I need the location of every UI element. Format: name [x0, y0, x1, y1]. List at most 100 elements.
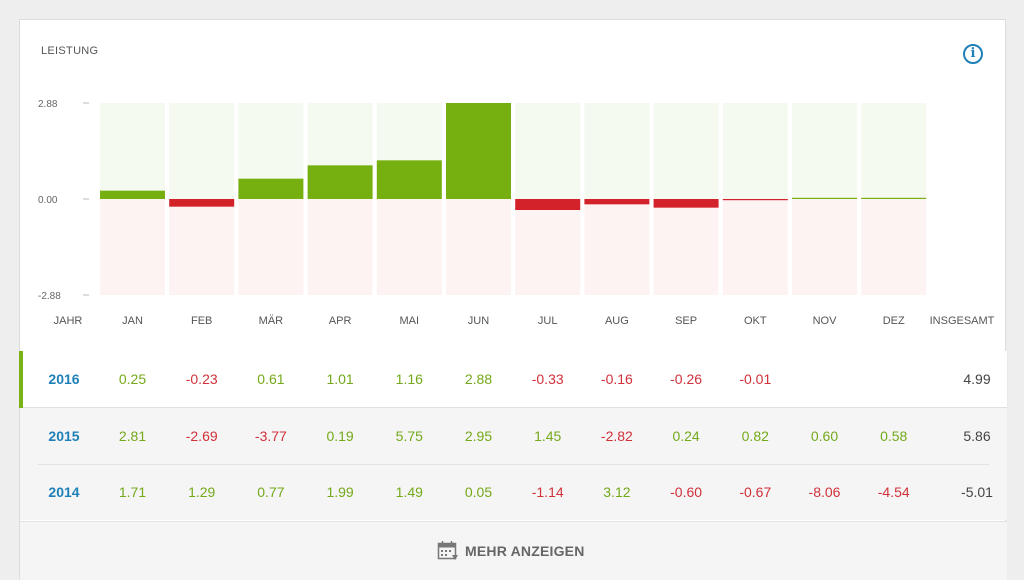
month-header-okt: OKT — [743, 315, 767, 327]
month-header-feb: FEB — [190, 315, 213, 327]
column-bg-negative — [722, 199, 788, 295]
column-bg-positive — [653, 103, 719, 199]
column-bg-negative — [446, 199, 511, 295]
bar-sep — [653, 199, 719, 208]
month-header-aug: AUG — [604, 315, 629, 327]
bar-jun — [446, 103, 511, 199]
column-bg-negative — [376, 199, 442, 295]
year-row-2014[interactable]: 2014 1.71 1.29 0.77 1.99 1.49 0.05 -1.14 3.12 -0.… — [20, 464, 1007, 520]
year-label[interactable]: 2016 — [48, 371, 80, 387]
month-value-apr: 1.01 — [326, 371, 354, 387]
month-value-mai: 5.75 — [395, 428, 423, 444]
column-bg-negative — [861, 199, 927, 295]
month-value-mär: 0.77 — [257, 484, 285, 500]
column-bg-positive — [100, 103, 165, 199]
month-value-jun: 0.05 — [464, 484, 493, 500]
month-value-mär: 0.61 — [257, 371, 285, 387]
bar-feb — [169, 199, 235, 207]
column-bg-negative — [169, 199, 235, 295]
month-value-jan: 1.71 — [118, 484, 147, 500]
column-bg-negative — [238, 199, 304, 295]
column-bg-positive — [722, 103, 788, 199]
year-row-2016[interactable]: 2016 0.25 -0.23 0.61 1.01 1.16 2.88 -0.33 -0.16 -… — [19, 351, 1007, 408]
month-value-jul: 1.45 — [534, 428, 562, 444]
month-value-okt: -0.01 — [739, 371, 772, 387]
bar-jan — [100, 190, 165, 199]
year-total: -5.01 — [961, 484, 993, 500]
month-value-jun: 2.95 — [464, 428, 493, 444]
bar-jul — [515, 199, 581, 210]
year-row-2015[interactable]: 2015 2.81 -2.69 -3.77 0.19 5.75 2.95 1.45 -2.82 0… — [20, 408, 1007, 464]
show-more-label: MEHR ANZEIGEN — [465, 543, 585, 559]
active-row-indicator — [19, 351, 23, 408]
show-more-button[interactable]: MEHR ANZEIGEN — [437, 540, 585, 562]
month-value-jan: 0.25 — [118, 371, 147, 387]
column-bg-positive — [861, 103, 927, 199]
month-value-aug: -0.16 — [600, 371, 633, 387]
bar-aug — [584, 199, 650, 205]
month-header-jan: JAN — [122, 315, 143, 327]
month-value-okt: -0.67 — [739, 484, 772, 500]
month-value-sep: 0.24 — [672, 428, 700, 444]
calendar-icon — [437, 541, 458, 560]
month-value-mai: 1.49 — [395, 484, 423, 500]
month-value-sep: -0.26 — [670, 371, 703, 387]
column-bg-negative — [792, 199, 857, 295]
bar-okt — [722, 199, 788, 201]
month-header-apr: APR — [328, 315, 352, 327]
y-tick-label: 2.88 — [38, 99, 58, 110]
month-value-feb: -0.23 — [185, 371, 218, 387]
month-value-aug: -2.82 — [600, 428, 633, 444]
bar-dez — [861, 197, 927, 199]
month-header-mär: MÄR — [258, 315, 284, 327]
month-value-aug: 3.12 — [603, 484, 631, 500]
month-header-mai: MAI — [399, 315, 420, 327]
row-divider — [38, 464, 989, 465]
month-value-sep: -0.60 — [670, 484, 703, 500]
year-total: 5.86 — [963, 428, 991, 444]
month-value-dez: 0.58 — [880, 428, 908, 444]
info-icon[interactable]: i — [963, 44, 983, 64]
year-total: 4.99 — [963, 371, 991, 387]
column-bg-negative — [100, 199, 165, 295]
performance-chart: 2.88 0.00 -2.88 — [38, 99, 927, 302]
bar-mär — [238, 178, 304, 199]
month-value-feb: -2.69 — [185, 428, 218, 444]
column-bg-positive — [515, 103, 581, 199]
column-bg-negative — [515, 199, 581, 295]
column-bg-negative — [653, 199, 719, 295]
month-value-dez: -4.54 — [877, 484, 910, 500]
month-value-jun: 2.88 — [464, 371, 493, 387]
column-bg-positive — [584, 103, 650, 199]
month-header-nov: NOV — [812, 315, 837, 327]
month-value-okt: 0.82 — [741, 428, 769, 444]
month-value-jan: 2.81 — [118, 428, 147, 444]
y-tick-label: -2.88 — [38, 291, 61, 302]
bar-nov — [792, 197, 857, 199]
month-value-nov: 0.60 — [810, 428, 839, 444]
month-header-jun: JUN — [467, 315, 490, 327]
total-column-header: INSGESAMT — [929, 315, 995, 327]
y-tick-label: 0.00 — [38, 195, 58, 206]
year-column-header: JAHR — [53, 315, 83, 327]
year-label[interactable]: 2015 — [48, 428, 80, 444]
month-value-apr: 1.99 — [326, 484, 354, 500]
bar-apr — [307, 165, 373, 199]
month-value-jul: -1.14 — [531, 484, 564, 500]
month-value-apr: 0.19 — [326, 428, 354, 444]
month-header-dez: DEZ — [882, 315, 905, 327]
column-bg-negative — [584, 199, 650, 295]
bar-mai — [376, 160, 442, 199]
month-value-feb: 1.29 — [188, 484, 216, 500]
footer-bar: MEHR ANZEIGEN — [20, 521, 1007, 580]
column-bg-positive — [792, 103, 857, 199]
column-bg-positive — [169, 103, 235, 199]
year-label[interactable]: 2014 — [48, 484, 80, 500]
month-value-nov: -8.06 — [808, 484, 841, 500]
column-bg-negative — [307, 199, 373, 295]
month-value-mär: -3.77 — [254, 428, 287, 444]
month-header-jul: JUL — [537, 315, 558, 327]
card-title: LEISTUNG — [41, 45, 99, 57]
month-header-sep: SEP — [675, 315, 698, 327]
performance-card: LEISTUNG i 2.88 0.00 -2.88 JAHR JAN FEB MÄR AP… — [19, 19, 1007, 580]
